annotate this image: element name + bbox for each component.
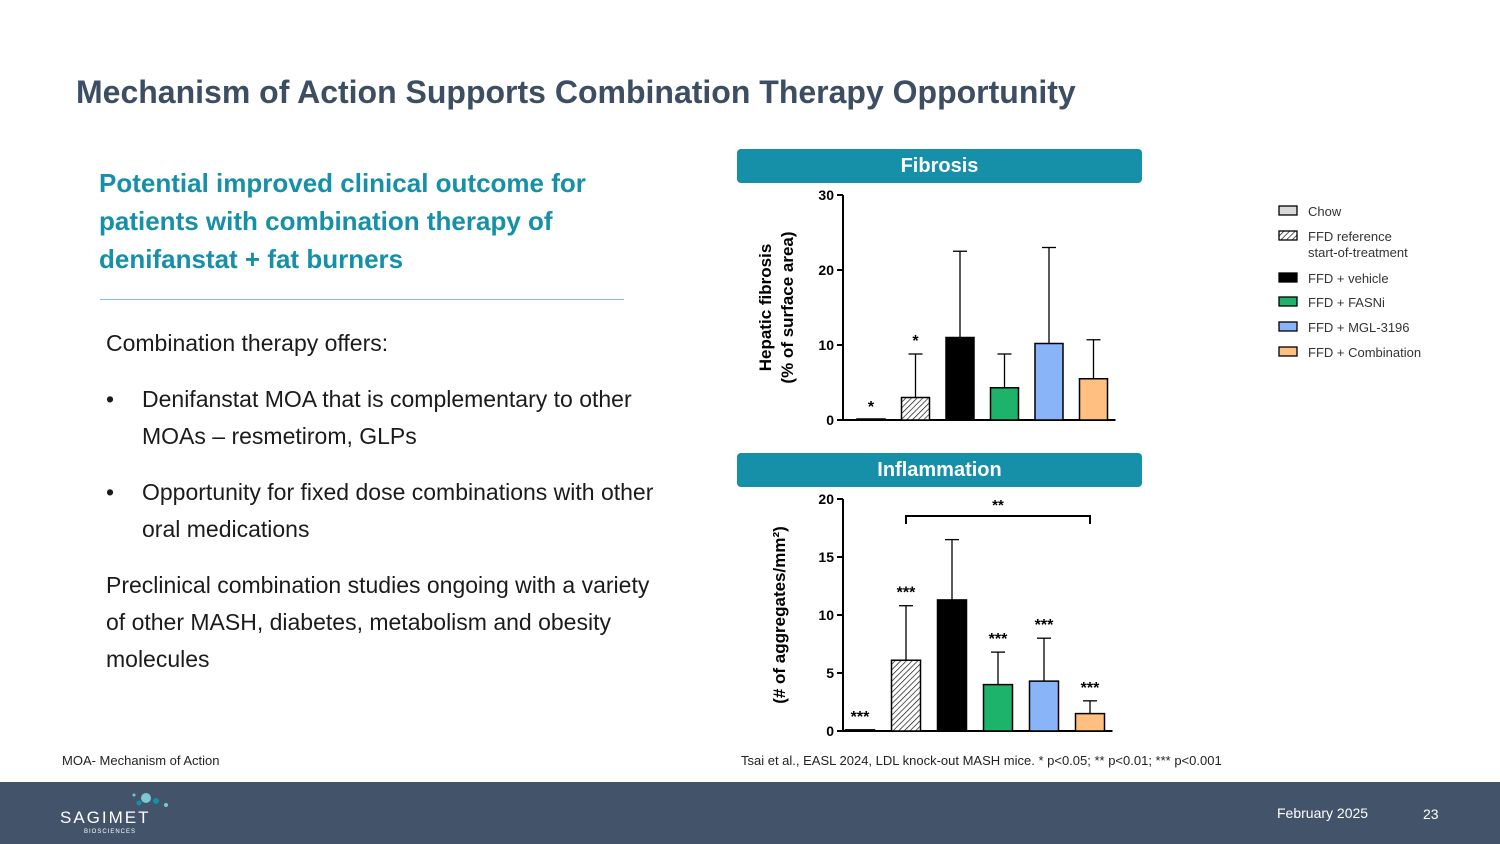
y-tick-label: 20 — [818, 491, 834, 507]
bar — [1034, 342, 1064, 421]
fibrosis-chart: 0 10 20 30 Hepatic fibrosis (% of surface are… — [756, 187, 1116, 428]
bar — [982, 683, 1014, 732]
slide-title: Mechanism of Action Supports Combination… — [76, 74, 1076, 110]
y-tick-label: 30 — [818, 187, 834, 203]
legend-swatch — [1278, 230, 1298, 241]
bar — [1078, 378, 1109, 421]
significance-label: *** — [1035, 617, 1054, 634]
y-tick-label: 10 — [818, 607, 834, 623]
bullet-symbol: • — [106, 479, 115, 505]
fibrosis-header: Fibrosis — [737, 149, 1142, 183]
footnote-moa: MOA- Mechanism of Action — [62, 753, 220, 768]
slide-subtitle: Potential improved clinical outcome for … — [99, 168, 586, 274]
significance-label: * — [912, 333, 919, 350]
y-tick-label: 5 — [826, 665, 834, 681]
bullet-text: Denifanstat MOA that is complementary to… — [142, 386, 632, 449]
significance-label: *** — [989, 631, 1008, 648]
legend-swatch — [1278, 346, 1298, 357]
y-tick-label: 10 — [818, 337, 834, 353]
y-tick-label: 20 — [818, 262, 834, 278]
bullet-text: Opportunity for fixed dose combinations … — [142, 479, 654, 542]
footer-date: February 2025 — [1277, 805, 1369, 821]
bullet-symbol: • — [106, 386, 115, 412]
y-axis-label: (# of aggregates/mm²) — [770, 526, 789, 704]
significance-label: *** — [897, 585, 916, 602]
legend-label: FFD + vehicle — [1308, 271, 1389, 286]
logo-subtext: BIOSCIENCES — [84, 829, 136, 835]
y-axis-label: (% of surface area) — [778, 231, 797, 383]
page-number: 23 — [1423, 806, 1439, 822]
bar — [936, 599, 968, 732]
bar — [844, 729, 876, 732]
legend-label: start-of-treatment — [1308, 245, 1408, 260]
intro-text: Combination therapy offers: — [106, 330, 389, 356]
divider-line — [100, 299, 624, 300]
bracket-label: ** — [992, 497, 1004, 514]
bar — [989, 387, 1020, 421]
bar — [900, 396, 931, 421]
bar — [890, 659, 922, 732]
y-tick-label: 0 — [826, 412, 834, 428]
legend-label: FFD + FASNi — [1308, 295, 1385, 310]
significance-label: *** — [851, 709, 870, 726]
y-tick-label: 0 — [826, 723, 834, 739]
company-logo: SAGIMET BIOSCIENCES — [60, 793, 168, 835]
footer-bar — [0, 782, 1500, 844]
bar — [1074, 712, 1106, 732]
significance-bracket — [905, 515, 1091, 524]
inflammation-header: Inflammation — [737, 453, 1142, 487]
logo-text: SAGIMET — [60, 808, 151, 827]
legend-swatch — [1278, 296, 1298, 307]
legend-swatch — [1278, 205, 1298, 216]
legend-label: FFD reference — [1308, 229, 1392, 244]
closing-text: Preclinical combination studies ongoing … — [106, 572, 650, 672]
legend-label: FFD + Combination — [1308, 345, 1421, 360]
bar — [1028, 680, 1060, 732]
legend-swatch — [1278, 272, 1298, 283]
y-axis-label: Hepatic fibrosis — [756, 244, 775, 372]
significance-label: * — [868, 399, 875, 416]
y-tick-label: 15 — [818, 549, 834, 565]
bar — [945, 336, 975, 421]
legend-swatch — [1278, 321, 1298, 332]
legend-label: Chow — [1308, 204, 1342, 219]
legend-label: FFD + MGL-3196 — [1308, 320, 1410, 335]
footnote-citation: Tsai et al., EASL 2024, LDL knock-out MA… — [741, 753, 1222, 768]
significance-label: *** — [1081, 680, 1100, 697]
bar — [856, 418, 886, 421]
